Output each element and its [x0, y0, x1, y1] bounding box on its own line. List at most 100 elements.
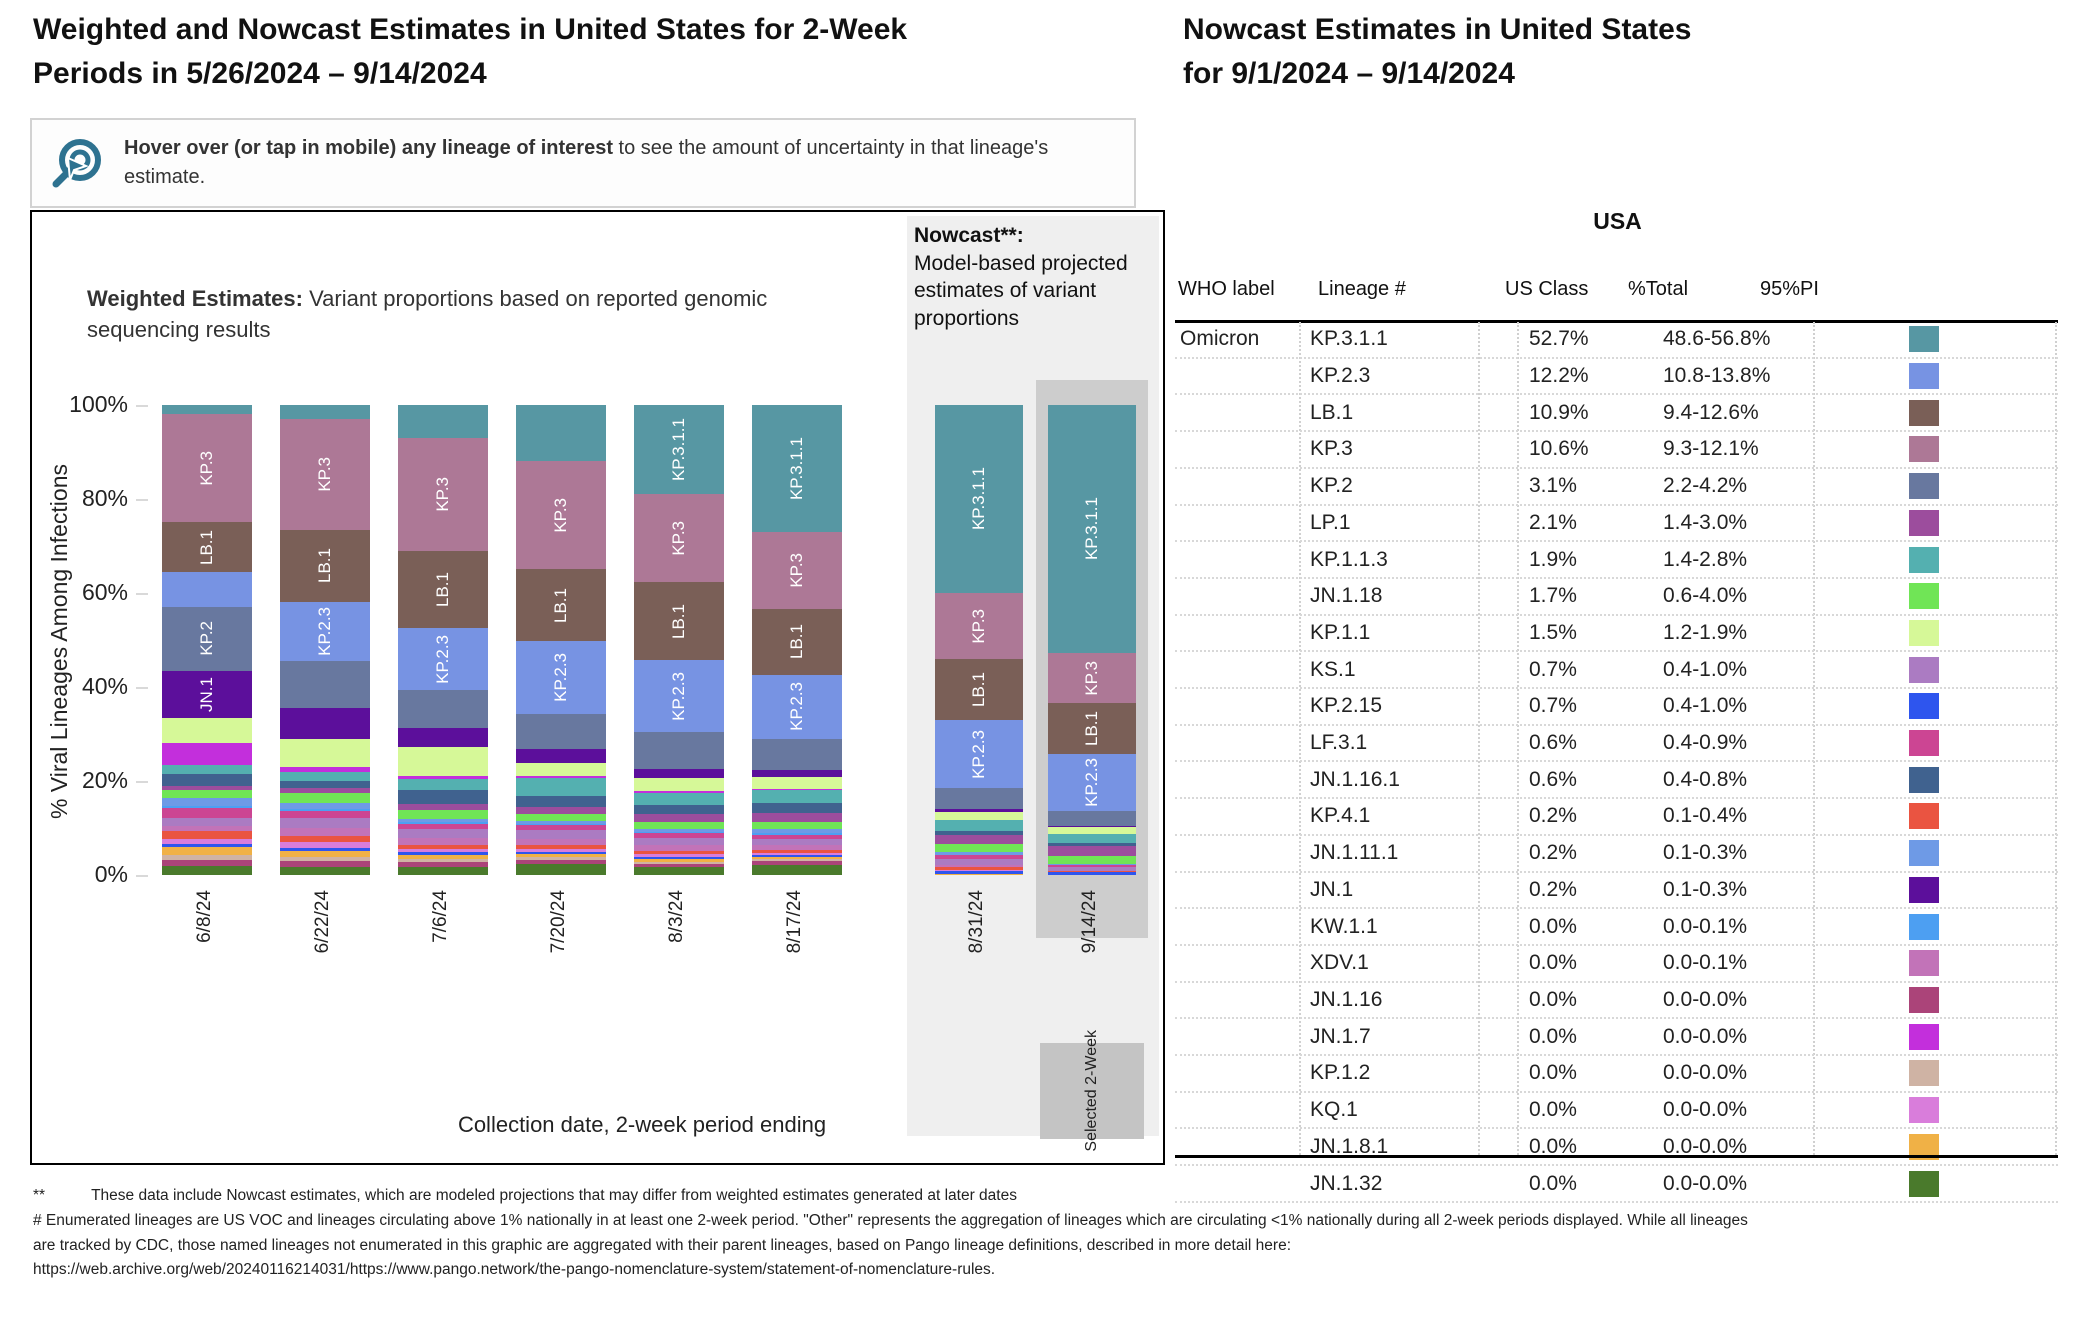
bar-segment-JN.1.7[interactable]: [752, 788, 842, 790]
bar-segment-JN.1.18[interactable]: [516, 813, 606, 821]
bar-segment-JN.1[interactable]: [935, 809, 1023, 812]
bar-segment-LP.1[interactable]: [935, 834, 1023, 844]
bar-segment-KP.1.1[interactable]: [752, 777, 842, 789]
bar-segment-KP.4.1[interactable]: [1048, 870, 1136, 872]
bar-segment-KP.1.1.3[interactable]: [935, 820, 1023, 831]
bar-segment-JN.1.8.1[interactable]: [634, 858, 724, 862]
bar-segment-KP.1.1[interactable]: [280, 738, 370, 767]
table-row-KP.4.1[interactable]: KP.4.1 0.2% 0.1-0.4%: [1175, 799, 2058, 836]
bar-segment-XDV.1[interactable]: [634, 845, 724, 852]
bar-segment-JN.1.8.1[interactable]: [162, 846, 252, 855]
table-row-XDV.1[interactable]: XDV.1 0.0% 0.0-0.1%: [1175, 946, 2058, 983]
bar-segment-KQ.1[interactable]: [516, 848, 606, 852]
bar-segment-JN.1.18[interactable]: [634, 821, 724, 830]
bar-segment-XDV.1[interactable]: [752, 845, 842, 851]
bar-segment-KP.2[interactable]: [634, 732, 724, 769]
bar-segment-LF.3.1[interactable]: [752, 834, 842, 839]
bar-segment-KS.1[interactable]: [398, 829, 488, 838]
table-row-JN.1.11.1[interactable]: JN.1.11.1 0.2% 0.1-0.3%: [1175, 836, 2058, 873]
bar-segment-KP.1.1[interactable]: [398, 746, 488, 777]
bar-segment-KP.2.15[interactable]: [935, 871, 1023, 874]
bar-segment-KP.2.15[interactable]: [280, 847, 370, 851]
bar-segment-KP.1.2[interactable]: [516, 857, 606, 860]
bar-segment-JN.1[interactable]: [634, 768, 724, 779]
bar-segment-LB.1[interactable]: LB.1: [752, 608, 842, 675]
bar-segment-KP.3[interactable]: KP.3: [752, 531, 842, 609]
bar-segment-JN.1.16.1[interactable]: [752, 803, 842, 814]
bar-segment-JN.1.8.1[interactable]: [935, 873, 1023, 875]
bar-segment-JN.1.11.1[interactable]: [516, 820, 606, 824]
bar-segment-XDV.1[interactable]: [162, 825, 252, 832]
bar-segment-KP.4.1[interactable]: [752, 850, 842, 853]
table-row-LF.3.1[interactable]: LF.3.1 0.6% 0.4-0.9%: [1175, 726, 2058, 763]
bar-segment-LP.1[interactable]: [1048, 845, 1136, 856]
stacked-bar-6-8-24[interactable]: KP.3 LB.1 KP.2 JN.1: [162, 405, 252, 875]
bar-segment-KP.3.1.1[interactable]: [516, 405, 606, 462]
bar-segment-JN.1.16.1[interactable]: [280, 780, 370, 788]
bar-segment-JN.1.16.1[interactable]: [1048, 842, 1136, 846]
table-row-KP.1.2[interactable]: KP.1.2 0.0% 0.0-0.0%: [1175, 1056, 2058, 1093]
bar-segment-JN.1.16.1[interactable]: [634, 804, 724, 815]
table-row-JN.1.16.1[interactable]: JN.1.16.1 0.6% 0.4-0.8%: [1175, 762, 2058, 800]
bar-segment-LB.1[interactable]: LB.1: [162, 522, 252, 572]
bar-segment-KP.2.3[interactable]: KP.2.3: [935, 719, 1023, 789]
bar-segment-KP.1.1[interactable]: [935, 811, 1023, 820]
table-row-LB.1[interactable]: LB.1 10.9% 9.4-12.6%: [1175, 395, 2058, 433]
bar-segment-KW.1.1[interactable]: [516, 823, 606, 826]
table-row-JN.1[interactable]: JN.1 0.2% 0.1-0.3%: [1175, 873, 2058, 910]
bar-segment-KW.1.1[interactable]: [162, 805, 252, 808]
bar-segment-JN.1.32[interactable]: [752, 864, 842, 875]
bar-segment-KP.2.15[interactable]: [398, 852, 488, 855]
bar-segment-KP.2.3[interactable]: KP.2.3: [752, 674, 842, 739]
bar-segment-JN.1.16.1[interactable]: [935, 830, 1023, 835]
bar-segment-KP.3.1.1[interactable]: KP.3.1.1: [752, 405, 842, 532]
bar-segment-KP.1.1.3[interactable]: [280, 771, 370, 781]
bar-segment-KP.1.2[interactable]: [752, 859, 842, 862]
bar-segment-KP.1.1[interactable]: [516, 763, 606, 777]
bar-segment-JN.1.32[interactable]: [280, 866, 370, 875]
bar-segment-JN.1.11.1[interactable]: [1048, 863, 1136, 865]
bar-segment-KP.2.15[interactable]: [634, 857, 724, 859]
bar-segment-KP.4.1[interactable]: [935, 867, 1023, 870]
bar-segment-KP.3[interactable]: KP.3: [162, 414, 252, 523]
stacked-bar-6-22-24[interactable]: KP.3 LB.1 KP.2.3: [280, 405, 370, 875]
bar-segment-JN.1.16.1[interactable]: [516, 796, 606, 807]
bar-segment-KP.2[interactable]: [935, 788, 1023, 810]
table-row-KP.1.1.3[interactable]: KP.1.1.3 1.9% 1.4-2.8%: [1175, 542, 2058, 579]
bar-segment-KP.2.15[interactable]: [752, 855, 842, 858]
bar-segment-JN.1.11.1[interactable]: [935, 852, 1023, 855]
bar-segment-KP.1.1.3[interactable]: [162, 764, 252, 774]
bar-segment-JN.1.11.1[interactable]: [280, 803, 370, 809]
table-row-KP.2.15[interactable]: KP.2.15 0.7% 0.4-1.0%: [1175, 689, 2058, 726]
bar-segment-KQ.1[interactable]: [162, 838, 252, 844]
bar-segment-KP.3.1.1[interactable]: [162, 405, 252, 415]
table-row-KS.1[interactable]: KS.1 0.7% 0.4-1.0%: [1175, 652, 2058, 690]
bar-segment-KS.1[interactable]: [516, 830, 606, 839]
bar-segment-KP.2[interactable]: [752, 738, 842, 771]
bar-segment-KS.1[interactable]: [162, 818, 252, 826]
bar-segment-KP.3[interactable]: KP.3: [398, 437, 488, 551]
table-row-KQ.1[interactable]: KQ.1 0.0% 0.0-0.0%: [1175, 1093, 2058, 1130]
bar-segment-KP.1.2[interactable]: [398, 858, 488, 863]
stacked-bar-7-20-24[interactable]: KP.3 LB.1 KP.2.3: [516, 405, 606, 875]
bar-segment-KP.3[interactable]: KP.3: [634, 494, 724, 583]
bar-segment-KQ.1[interactable]: [398, 848, 488, 853]
bar-segment-KS.1[interactable]: [935, 858, 1023, 865]
bar-segment-JN.1.18[interactable]: [1048, 855, 1136, 864]
bar-segment-KP.2[interactable]: [516, 714, 606, 749]
bar-segment-JN.1[interactable]: [516, 749, 606, 764]
bar-segment-KP.3.1.1[interactable]: KP.3.1.1: [1048, 405, 1136, 653]
bar-segment-LB.1[interactable]: LB.1: [935, 658, 1023, 720]
bar-segment-JN.1.16.1[interactable]: [398, 790, 488, 805]
bar-segment-JN.1.32[interactable]: [634, 867, 724, 875]
bar-segment-KW.1.1[interactable]: [752, 833, 842, 835]
bar-segment-JN.1.7[interactable]: [280, 766, 370, 772]
bar-segment-KP.3.1.1[interactable]: KP.3.1.1: [935, 405, 1023, 593]
stacked-bar-7-6-24[interactable]: KP.3 LB.1 KP.2.3: [398, 405, 488, 875]
bar-segment-JN.1.16[interactable]: [516, 859, 606, 865]
bar-segment-JN.1.11.1[interactable]: [162, 798, 252, 806]
bar-segment-JN.1.16[interactable]: [398, 862, 488, 867]
bar-segment-JN.1[interactable]: [752, 770, 842, 778]
bar-segment-KP.2.15[interactable]: [162, 843, 252, 847]
bar-segment-LB.1[interactable]: LB.1: [280, 529, 370, 603]
